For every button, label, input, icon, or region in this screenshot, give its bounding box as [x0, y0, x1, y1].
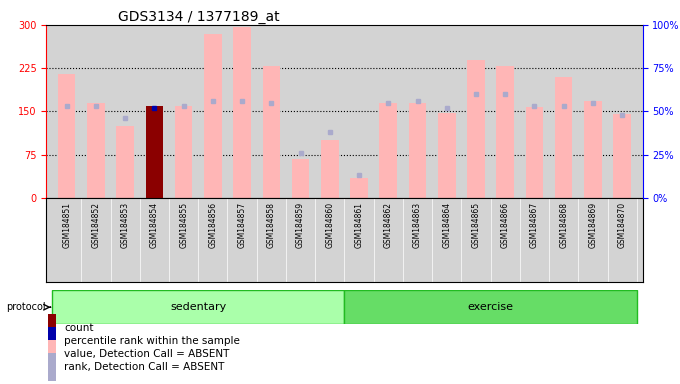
Text: GSM184867: GSM184867 [530, 202, 539, 248]
Bar [613, 114, 631, 198]
Bar [233, 27, 251, 198]
Bar [584, 101, 602, 198]
Bar [292, 159, 309, 198]
Text: GSM184868: GSM184868 [559, 202, 568, 248]
Bar [87, 103, 105, 198]
Bar [438, 113, 456, 198]
Text: GSM184856: GSM184856 [208, 202, 218, 248]
Text: GSM184857: GSM184857 [237, 202, 247, 248]
Text: GSM184851: GSM184851 [62, 202, 71, 248]
Bar [48, 327, 56, 356]
Text: GSM184866: GSM184866 [500, 202, 510, 248]
Text: GSM184870: GSM184870 [617, 202, 627, 248]
Bar [321, 140, 339, 198]
Bar [48, 340, 56, 369]
Text: GSM184860: GSM184860 [325, 202, 335, 248]
Bar [379, 103, 397, 198]
Text: protocol: protocol [6, 302, 46, 312]
Text: GDS3134 / 1377189_at: GDS3134 / 1377189_at [118, 10, 279, 24]
Text: GSM184862: GSM184862 [384, 202, 393, 248]
Text: GSM184858: GSM184858 [267, 202, 276, 248]
Text: GSM184852: GSM184852 [91, 202, 101, 248]
Bar [496, 66, 514, 198]
Bar [58, 74, 75, 198]
Text: GSM184864: GSM184864 [442, 202, 452, 248]
Bar [48, 353, 56, 381]
Bar [526, 107, 543, 198]
Text: GSM184865: GSM184865 [471, 202, 481, 248]
Bar [175, 106, 192, 198]
Bar [409, 103, 426, 198]
Text: sedentary: sedentary [170, 302, 226, 312]
Bar [146, 106, 163, 198]
Bar [555, 77, 573, 198]
Bar [467, 60, 485, 198]
Text: rank, Detection Call = ABSENT: rank, Detection Call = ABSENT [64, 362, 224, 372]
Text: GSM184853: GSM184853 [120, 202, 130, 248]
Bar [52, 290, 344, 324]
Bar [344, 290, 636, 324]
Bar [48, 314, 56, 343]
Text: percentile rank within the sample: percentile rank within the sample [64, 336, 240, 346]
Text: value, Detection Call = ABSENT: value, Detection Call = ABSENT [64, 349, 229, 359]
Text: count: count [64, 323, 93, 333]
Text: GSM184854: GSM184854 [150, 202, 159, 248]
Text: GSM184855: GSM184855 [179, 202, 188, 248]
Text: GSM184863: GSM184863 [413, 202, 422, 248]
Bar [146, 106, 163, 198]
Text: exercise: exercise [468, 302, 513, 312]
Bar [350, 177, 368, 198]
Text: GSM184869: GSM184869 [588, 202, 598, 248]
Text: GSM184859: GSM184859 [296, 202, 305, 248]
Bar [204, 33, 222, 198]
Bar [262, 66, 280, 198]
Text: GSM184861: GSM184861 [354, 202, 364, 248]
Bar [116, 126, 134, 198]
